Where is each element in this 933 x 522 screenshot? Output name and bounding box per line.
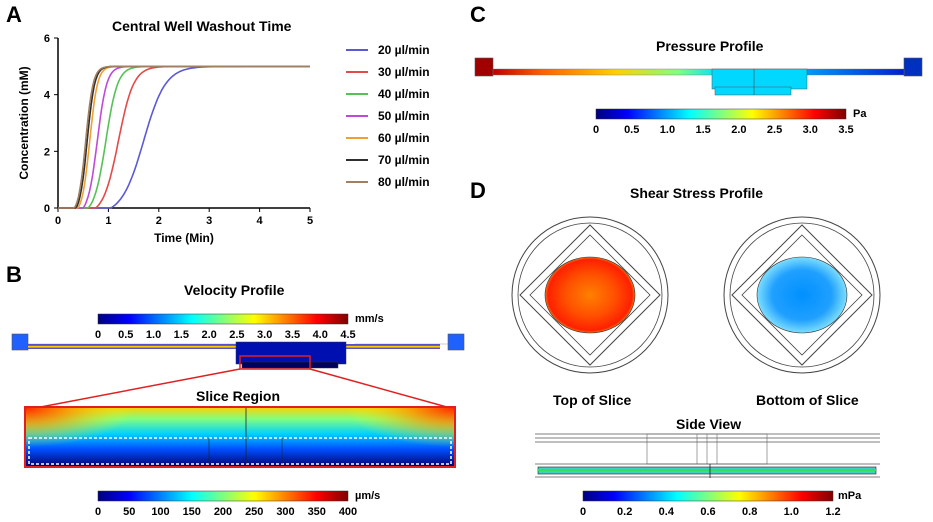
panel-a-letter: A [6, 2, 22, 27]
velocity-unit: mm/s [355, 313, 384, 325]
y-tick-label: 6 [44, 33, 50, 45]
legend-entry: 40 µl/min [378, 87, 430, 101]
x-tick-label: 1 [105, 215, 111, 227]
pressure-tick: 1.5 [695, 124, 710, 136]
x-tick-label: 5 [307, 215, 313, 227]
series-line [58, 65, 310, 209]
pressure-tick: 3.0 [803, 124, 818, 136]
series-line [58, 65, 310, 209]
shear-tick: 0.2 [617, 506, 632, 518]
series-line [58, 65, 310, 209]
shear-top-of-slice [511, 216, 669, 374]
slice-tick: 0 [95, 506, 101, 518]
slice-tick: 100 [151, 506, 169, 518]
legend-entry: 60 µl/min [378, 131, 430, 145]
legend-entry: 70 µl/min [378, 153, 430, 167]
washout-chart: 0 1 2 3 4 5 0 2 4 6 Time (Min) Concentration (mM) 2… [17, 33, 430, 245]
slice-tick: 250 [245, 506, 263, 518]
pressure-unit: Pa [853, 108, 867, 120]
chart-title: Central Well Washout Time [112, 18, 292, 34]
series-line [58, 65, 310, 209]
velocity-tick: 4.0 [313, 329, 328, 341]
shear-side-view [535, 433, 880, 478]
panel-c-letter: C [470, 2, 486, 27]
x-tick-label: 4 [257, 215, 264, 227]
chart-legend: 20 µl/min 30 µl/min 40 µl/min 50 µl/min 60 µ… [346, 43, 430, 189]
pressure-tick: 3.5 [838, 124, 853, 136]
side-view-caption: Side View [676, 416, 742, 432]
velocity-tick: 0.5 [118, 329, 133, 341]
legend-entry: 20 µl/min [378, 43, 430, 57]
velocity-device-model [11, 333, 465, 410]
slice-region-title: Slice Region [196, 388, 281, 404]
x-axis-label: Time (Min) [154, 231, 214, 245]
shear-tick: 0.4 [659, 506, 675, 518]
pressure-tick: 2.0 [731, 124, 746, 136]
chart-axes: 0 1 2 3 4 5 0 2 4 6 Time (Min) Concentration (mM) [17, 33, 313, 245]
y-tick-label: 0 [44, 203, 50, 215]
velocity-tick: 3.0 [257, 329, 272, 341]
shear-tick: 1.2 [825, 506, 840, 518]
pressure-profile-title: Pressure Profile [656, 38, 764, 54]
velocity-tick: 2.0 [201, 329, 216, 341]
legend-entry: 50 µl/min [378, 109, 430, 123]
series-line [58, 65, 310, 209]
slice-tick: 400 [339, 506, 357, 518]
shear-bottom-of-slice [723, 216, 881, 374]
slice-colorbar: 0 50 100 150 200 250 300 350 400 [95, 490, 357, 518]
slice-unit: µm/s [355, 490, 381, 502]
pressure-device-model [474, 57, 923, 96]
slice-tick: 350 [308, 506, 326, 518]
slice-tick: 50 [123, 506, 135, 518]
pressure-tick: 0.5 [624, 124, 639, 136]
velocity-tick: 1.0 [146, 329, 161, 341]
shear-tick: 0.8 [742, 506, 757, 518]
velocity-tick: 3.5 [285, 329, 300, 341]
velocity-tick: 2.5 [229, 329, 244, 341]
velocity-tick: 4.5 [340, 329, 355, 341]
x-tick-label: 3 [206, 215, 212, 227]
shear-colorbar: 0 0.2 0.4 0.6 0.8 1.0 1.2 [580, 490, 841, 518]
pressure-tick: 1.0 [660, 124, 675, 136]
velocity-profile-title: Velocity Profile [184, 282, 285, 298]
legend-entry: 80 µl/min [378, 175, 430, 189]
y-tick-label: 2 [44, 146, 50, 158]
panel-d-letter: D [470, 178, 486, 203]
panel-b-letter: B [6, 262, 22, 287]
pressure-colorbar: 0 0.5 1.0 1.5 2.0 2.5 3.0 3.5 [593, 108, 854, 136]
series-line [58, 65, 310, 209]
pressure-tick: 0 [593, 124, 599, 136]
velocity-colorbar: 0 0.5 1.0 1.5 2.0 2.5 3.0 3.5 4.0 4.5 [95, 313, 356, 341]
series-line [58, 65, 310, 209]
slice-tick: 150 [183, 506, 201, 518]
x-tick-label: 0 [55, 215, 61, 227]
chart-lines [58, 65, 310, 209]
x-tick-label: 2 [156, 215, 162, 227]
y-axis-label: Concentration (mM) [17, 66, 31, 179]
y-tick-label: 4 [44, 90, 51, 102]
shear-tick: 0.6 [700, 506, 715, 518]
shear-tick: 0 [580, 506, 586, 518]
velocity-tick: 1.5 [174, 329, 189, 341]
pressure-tick: 2.5 [767, 124, 782, 136]
shear-unit: mPa [838, 490, 862, 502]
top-of-slice-caption: Top of Slice [553, 392, 632, 408]
bottom-of-slice-caption: Bottom of Slice [756, 392, 859, 408]
legend-entry: 30 µl/min [378, 65, 430, 79]
slice-region-field [24, 406, 456, 468]
slice-tick: 300 [276, 506, 294, 518]
shear-stress-title: Shear Stress Profile [630, 185, 764, 201]
slice-tick: 200 [214, 506, 232, 518]
velocity-tick: 0 [95, 329, 101, 341]
shear-tick: 1.0 [784, 506, 799, 518]
